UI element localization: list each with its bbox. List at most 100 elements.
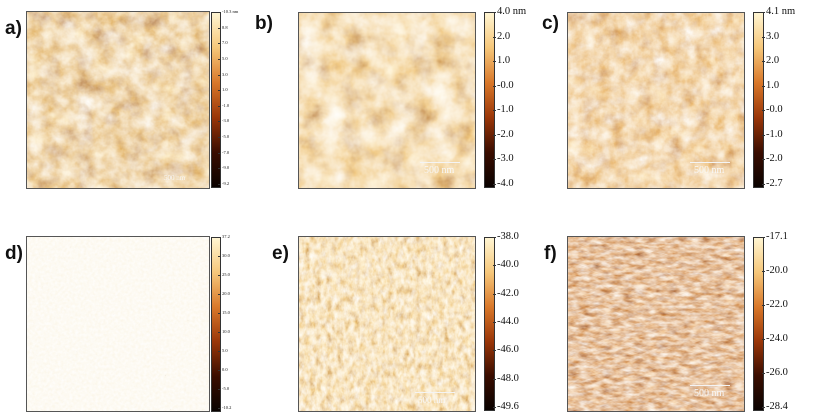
colorbar-tick-mark [493,322,496,323]
colorbar-b [484,12,495,188]
scale-label-e: 500 nm [418,395,446,405]
colorbar-tick-label: 4.1 nm [766,6,796,17]
scale-bar-b [420,162,460,163]
colorbar-tick-label: -0.0 [497,80,514,91]
colorbar-tick-label: -2.0 [766,153,783,164]
colorbar-tick-mark [218,59,221,60]
colorbar-tick-mark [218,168,221,169]
scale-bar-e [415,392,455,393]
colorbar-tick-mark [762,135,765,136]
colorbar-tick-mark [218,137,221,138]
colorbar-tick-mark [762,37,765,38]
colorbar-tick-mark [218,389,221,390]
colorbar-tick-mark [218,294,221,295]
panel-label-a: a) [5,18,22,39]
panel-label-b: b) [255,13,273,34]
afm-image-c [567,12,745,189]
colorbar-f [753,237,764,411]
phase-image-d [26,236,210,412]
colorbar-tick-mark [493,86,496,87]
colorbar-tick-mark [218,370,221,371]
colorbar-tick-mark [762,12,765,13]
colorbar-tick-mark [218,75,221,76]
colorbar-tick-mark [218,12,221,13]
colorbar-tick-mark [218,351,221,352]
colorbar-tick-mark [218,256,221,257]
colorbar-tick-mark [218,90,221,91]
colorbar-tick-label: -40.0 [497,259,519,270]
colorbar-tick-label: 4.0 nm [497,6,527,17]
colorbar-tick-mark [762,184,765,185]
colorbar-tick-label: 2.0 [766,55,780,66]
colorbar-tick-mark [493,379,496,380]
colorbar-tick-label: 15.0 [222,310,230,315]
colorbar-tick-label: -26.0 [766,367,788,378]
colorbar-tick-label: -10.2 [222,405,232,410]
colorbar-tick-mark [762,86,765,87]
colorbar-tick-mark [493,184,496,185]
panel-label-f: f) [544,243,557,264]
colorbar-tick-mark [493,110,496,111]
colorbar-tick-mark [762,61,765,62]
colorbar-tick-label: 1.0 [497,55,511,66]
colorbar-tick-label: -2.0 [497,129,514,140]
colorbar-tick-label: -48.0 [497,373,519,384]
colorbar-tick-label: -4.0 [497,178,514,189]
colorbar-tick-label: 3.0 [766,31,780,42]
colorbar-tick-mark [218,184,221,185]
colorbar-tick-label: 0.0 [222,367,228,372]
colorbar-tick-label: 10.0 [222,329,230,334]
colorbar-tick-mark [218,106,221,107]
colorbar-tick-mark [493,61,496,62]
colorbar-tick-label: -1.0 [222,103,230,108]
colorbar-tick-label: 5.0 [222,348,228,353]
colorbar-tick-mark [218,43,221,44]
colorbar-tick-mark [218,408,221,409]
colorbar-tick-label: -24.0 [766,333,788,344]
colorbar-tick-mark [762,237,765,238]
phase-image-f [567,236,745,412]
colorbar-tick-label: 7.0 [222,40,228,45]
colorbar-tick-mark [762,159,765,160]
colorbar-tick-mark [218,121,221,122]
colorbar-a [211,12,221,188]
colorbar-tick-mark [493,37,496,38]
colorbar-tick-label: -9.0 [222,165,230,170]
colorbar-tick-mark [218,313,221,314]
colorbar-tick-mark [493,135,496,136]
colorbar-tick-label: -5.0 [222,134,230,139]
colorbar-tick-label: -49.6 [497,401,519,412]
colorbar-tick-label: 20.0 [222,291,230,296]
colorbar-tick-label: -5.0 [222,386,230,391]
colorbar-tick-label: 25.0 [222,272,230,277]
colorbar-tick-label: 37.2 [222,234,230,239]
colorbar-tick-label: -0.0 [766,104,783,115]
colorbar-tick-mark [218,332,221,333]
scale-label-a: 500 nm [164,174,186,182]
colorbar-tick-label: -46.0 [497,344,519,355]
colorbar-tick-mark [493,294,496,295]
colorbar-tick-label: 8.8 [222,25,228,30]
colorbar-c [753,12,764,188]
colorbar-tick-mark [218,275,221,276]
colorbar-tick-label: 2.0 [497,31,511,42]
colorbar-tick-label: -7.0 [222,150,230,155]
colorbar-tick-label: 5.0 [222,56,228,61]
scale-label-f: 500 nm [694,388,725,399]
colorbar-tick-label: -1.0 [766,129,783,140]
afm-image-a [26,11,210,189]
colorbar-tick-mark [493,159,496,160]
scale-bar-f [690,385,730,386]
colorbar-tick-label: -17.1 [766,231,788,242]
colorbar-tick-label: -3.0 [497,153,514,164]
scale-bar-c [690,162,730,163]
panel-label-e: e) [272,243,289,264]
colorbar-tick-mark [762,271,765,272]
colorbar-tick-label: -10.3 nm [222,9,239,14]
colorbar-tick-mark [218,153,221,154]
colorbar-tick-mark [762,373,765,374]
colorbar-tick-label: 1.0 [222,87,228,92]
colorbar-d [211,237,221,412]
colorbar-tick-label: -44.0 [497,316,519,327]
colorbar-tick-mark [762,110,765,111]
